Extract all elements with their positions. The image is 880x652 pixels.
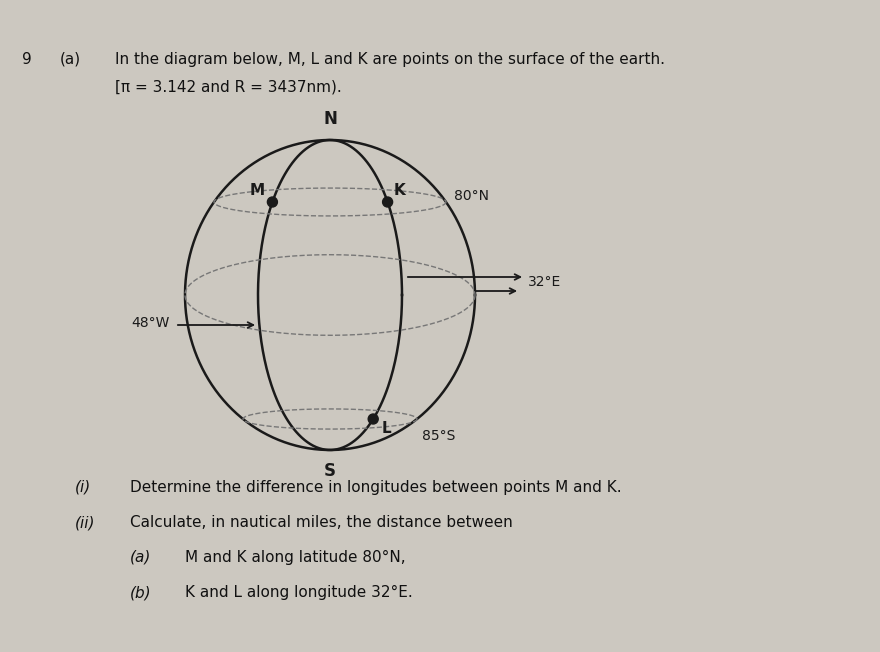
Text: In the diagram below, M, L and K are points on the surface of the earth.: In the diagram below, M, L and K are poi…	[115, 52, 665, 67]
Text: K: K	[393, 183, 406, 198]
Text: 32°E: 32°E	[528, 275, 561, 289]
Text: Determine the difference in longitudes between points M and K.: Determine the difference in longitudes b…	[130, 480, 621, 495]
Text: (a): (a)	[60, 52, 81, 67]
Text: [π = 3.142 and R = 3437nm).: [π = 3.142 and R = 3437nm).	[115, 80, 341, 95]
Text: L: L	[381, 421, 391, 436]
Circle shape	[383, 197, 392, 207]
Text: N: N	[323, 110, 337, 128]
Text: 80°N: 80°N	[454, 189, 489, 203]
Text: M and K along latitude 80°N,: M and K along latitude 80°N,	[185, 550, 406, 565]
Text: M: M	[249, 183, 264, 198]
Text: (a): (a)	[130, 550, 151, 565]
Text: S: S	[324, 462, 336, 480]
Text: (b): (b)	[130, 585, 151, 600]
Text: 9: 9	[22, 52, 32, 67]
Text: K and L along longitude 32°E.: K and L along longitude 32°E.	[185, 585, 413, 600]
Text: Calculate, in nautical miles, the distance between: Calculate, in nautical miles, the distan…	[130, 515, 513, 530]
Circle shape	[268, 197, 277, 207]
Text: (i): (i)	[75, 480, 92, 495]
Circle shape	[368, 414, 378, 424]
Text: (ii): (ii)	[75, 515, 96, 530]
Text: 48°W: 48°W	[132, 316, 170, 330]
Text: 85°S: 85°S	[422, 429, 455, 443]
